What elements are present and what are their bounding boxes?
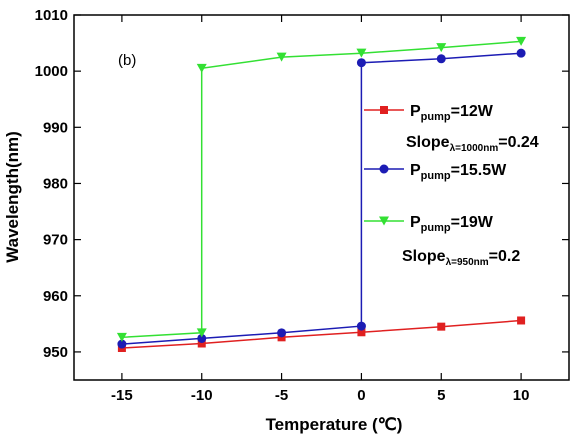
y-tick-label-950: 950 [43,344,68,361]
series-1-point-6 [516,48,526,58]
legend-label-19w: Ppump=19W [410,214,494,234]
series-2-point-4 [356,48,367,58]
legend-label-12w: Ppump=12W [410,103,494,123]
slope-annotation-1000nm: Slopeλ=1000nm=0.24 [406,134,539,154]
legend-marker-19w [379,216,389,226]
x-tick-label-5: 5 [437,387,445,404]
series-2-point-5 [436,43,447,53]
series-1-point-4 [356,58,366,68]
series-2-point-2 [196,63,207,73]
axes: -15 -10 -5 0 5 10 950 960 970 980 990 1000 1010 [35,7,569,404]
legend-item-15-5w: Ppump=15.5W [364,162,507,182]
y-tick-label-1000: 1000 [35,63,68,80]
slope-annotation-950nm: Slopeλ=950nm=0.2 [402,248,520,268]
legend-label-15-5w: Ppump=15.5W [410,162,507,182]
series-2 [116,36,527,342]
series-1-point-2 [277,328,287,338]
x-axis-title: Temperature (℃) [266,415,403,434]
series-1-point-0 [117,339,127,349]
series-0-point-4 [437,322,446,331]
x-tick-label-neg5: -5 [275,387,288,404]
series-0-point-1 [197,339,206,348]
plot-frame [73,14,570,381]
series-1-point-1 [197,333,207,343]
series-2-point-3 [276,52,287,62]
x-tick-label-0: 0 [357,387,365,404]
y-tick-label-970: 970 [43,232,68,249]
series-0-point-5 [517,316,526,325]
x-tick-label-neg15: -15 [111,387,133,404]
legend-item-12w: Ppump=12W [364,103,494,123]
series-1-line [121,52,522,345]
y-tick-label-960: 960 [43,288,68,305]
legend: Ppump=12W Ppump=15.5W Ppump=19W [364,103,507,234]
series-1-point-3 [356,321,366,331]
series-2-line [121,40,522,339]
y-tick-label-1010: 1010 [35,7,68,24]
series-0-line [121,319,522,349]
y-axis-title: Wavelength(nm) [3,131,22,263]
series-2-point-6 [516,36,527,46]
series-2-point-1 [196,328,207,338]
y-tick-label-990: 990 [43,119,68,136]
series-2-point-0 [116,332,127,342]
series-layer [116,36,527,352]
x-tick-label-neg10: -10 [191,387,213,404]
legend-marker-12w [380,106,388,114]
series-1 [117,48,526,349]
series-1-point-5 [436,54,446,64]
legend-item-19w: Ppump=19W [364,214,494,234]
series-0-point-3 [357,328,366,337]
legend-marker-15-5w [379,164,389,174]
panel-label: (b) [118,52,136,69]
y-tick-label-980: 980 [43,175,68,192]
x-tick-label-10: 10 [513,387,530,404]
